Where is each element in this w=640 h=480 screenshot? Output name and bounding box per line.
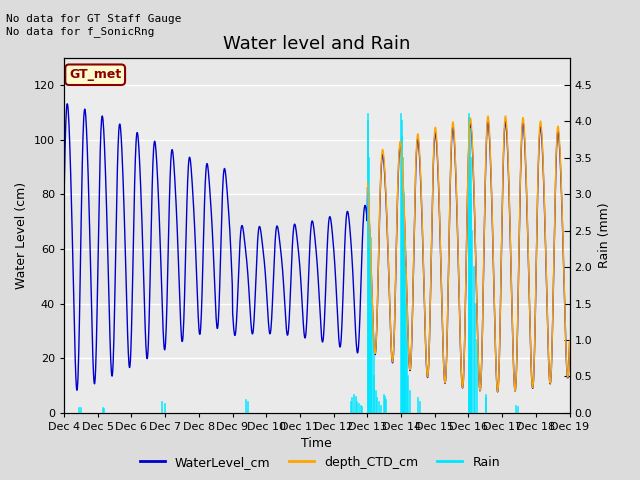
Text: No data for GT Staff Gauge
No data for f_SonicRng: No data for GT Staff Gauge No data for f… (6, 14, 182, 37)
X-axis label: Time: Time (301, 437, 332, 450)
Title: Water level and Rain: Water level and Rain (223, 35, 410, 53)
Text: GT_met: GT_met (69, 68, 122, 81)
Bar (64, 85, 570, 194)
Legend: WaterLevel_cm, depth_CTD_cm, Rain: WaterLevel_cm, depth_CTD_cm, Rain (135, 451, 505, 474)
Bar (64, 194, 570, 303)
Y-axis label: Rain (mm): Rain (mm) (598, 203, 611, 268)
Y-axis label: Water Level (cm): Water Level (cm) (15, 181, 28, 289)
Bar (64, 303, 570, 413)
